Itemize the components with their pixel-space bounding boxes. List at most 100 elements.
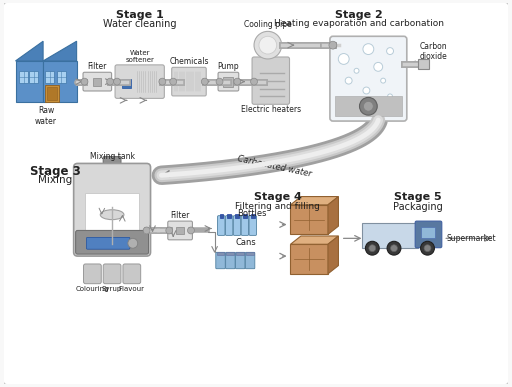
Circle shape xyxy=(362,86,371,95)
FancyBboxPatch shape xyxy=(3,2,509,385)
Polygon shape xyxy=(328,197,338,235)
FancyBboxPatch shape xyxy=(218,72,239,91)
FancyBboxPatch shape xyxy=(15,61,43,102)
FancyBboxPatch shape xyxy=(246,252,254,255)
FancyBboxPatch shape xyxy=(223,77,233,87)
FancyBboxPatch shape xyxy=(45,85,59,102)
Circle shape xyxy=(329,41,337,49)
Circle shape xyxy=(353,67,360,74)
FancyBboxPatch shape xyxy=(220,214,223,217)
Text: Filter: Filter xyxy=(88,62,107,71)
FancyBboxPatch shape xyxy=(74,163,151,256)
Text: Supermarket: Supermarket xyxy=(447,234,497,243)
FancyBboxPatch shape xyxy=(83,72,112,91)
FancyBboxPatch shape xyxy=(57,71,66,82)
Circle shape xyxy=(354,101,359,106)
Text: Electric heaters: Electric heaters xyxy=(241,105,301,114)
Circle shape xyxy=(388,49,393,53)
FancyBboxPatch shape xyxy=(103,156,121,168)
Circle shape xyxy=(364,101,373,111)
Circle shape xyxy=(424,245,431,252)
Circle shape xyxy=(250,78,258,85)
FancyBboxPatch shape xyxy=(415,221,442,248)
FancyBboxPatch shape xyxy=(251,214,254,217)
Polygon shape xyxy=(328,236,338,274)
FancyBboxPatch shape xyxy=(83,264,101,284)
Circle shape xyxy=(387,93,394,100)
Circle shape xyxy=(159,78,166,85)
FancyBboxPatch shape xyxy=(218,216,225,235)
Circle shape xyxy=(369,245,376,252)
Circle shape xyxy=(365,46,372,53)
FancyBboxPatch shape xyxy=(172,67,206,96)
Text: Stage 5: Stage 5 xyxy=(394,192,441,202)
Circle shape xyxy=(387,241,401,255)
FancyBboxPatch shape xyxy=(45,71,54,82)
FancyBboxPatch shape xyxy=(87,237,130,249)
Circle shape xyxy=(234,78,241,85)
Text: Water cleaning: Water cleaning xyxy=(103,19,177,29)
Text: Carbon
dioxide: Carbon dioxide xyxy=(419,41,447,61)
Circle shape xyxy=(373,62,383,72)
FancyBboxPatch shape xyxy=(226,252,235,269)
Text: Raw
water: Raw water xyxy=(35,106,57,126)
FancyBboxPatch shape xyxy=(249,216,257,235)
Polygon shape xyxy=(290,236,338,244)
FancyBboxPatch shape xyxy=(115,65,164,98)
Polygon shape xyxy=(43,41,77,61)
Text: Syrup: Syrup xyxy=(102,286,122,292)
FancyBboxPatch shape xyxy=(236,252,245,269)
Circle shape xyxy=(201,78,208,85)
Circle shape xyxy=(345,77,352,84)
Text: Water
softener: Water softener xyxy=(125,50,154,63)
Circle shape xyxy=(259,36,276,54)
Text: Packaging: Packaging xyxy=(393,202,442,212)
FancyBboxPatch shape xyxy=(241,216,249,235)
FancyBboxPatch shape xyxy=(29,71,38,82)
Circle shape xyxy=(216,78,223,85)
Text: Stage 4: Stage 4 xyxy=(254,192,302,202)
Text: Heating evaporation and carbonation: Heating evaporation and carbonation xyxy=(273,19,443,27)
FancyBboxPatch shape xyxy=(86,193,139,244)
FancyBboxPatch shape xyxy=(47,87,57,100)
FancyBboxPatch shape xyxy=(252,57,289,104)
FancyBboxPatch shape xyxy=(103,264,121,284)
Text: Bottles: Bottles xyxy=(237,209,267,218)
Circle shape xyxy=(338,53,349,64)
Polygon shape xyxy=(290,205,328,235)
Circle shape xyxy=(106,78,114,85)
Polygon shape xyxy=(290,197,338,205)
Text: Mixing: Mixing xyxy=(38,175,72,185)
Circle shape xyxy=(420,241,434,255)
Polygon shape xyxy=(15,41,43,61)
Polygon shape xyxy=(290,244,328,274)
Circle shape xyxy=(380,77,387,84)
FancyBboxPatch shape xyxy=(168,221,193,240)
FancyBboxPatch shape xyxy=(418,59,430,69)
Text: Carbonated water: Carbonated water xyxy=(237,154,313,179)
FancyBboxPatch shape xyxy=(226,252,234,255)
Text: Filtering and filling: Filtering and filling xyxy=(235,202,320,211)
FancyBboxPatch shape xyxy=(216,252,225,269)
Circle shape xyxy=(187,227,195,234)
FancyBboxPatch shape xyxy=(225,216,233,235)
Text: Filter: Filter xyxy=(170,211,190,219)
FancyBboxPatch shape xyxy=(43,61,77,102)
Text: Colouring: Colouring xyxy=(76,286,109,292)
FancyBboxPatch shape xyxy=(76,231,148,254)
FancyBboxPatch shape xyxy=(420,226,435,238)
Text: Stage 3: Stage 3 xyxy=(30,165,80,178)
FancyBboxPatch shape xyxy=(122,79,131,87)
FancyBboxPatch shape xyxy=(245,252,255,269)
Circle shape xyxy=(254,31,282,59)
FancyBboxPatch shape xyxy=(176,226,184,235)
Circle shape xyxy=(143,227,150,234)
FancyBboxPatch shape xyxy=(217,252,224,255)
FancyBboxPatch shape xyxy=(227,214,231,217)
Circle shape xyxy=(359,98,377,115)
Circle shape xyxy=(81,78,88,85)
FancyBboxPatch shape xyxy=(362,223,418,248)
Text: Chemicals: Chemicals xyxy=(169,57,209,66)
FancyBboxPatch shape xyxy=(93,78,101,86)
Circle shape xyxy=(128,238,138,248)
